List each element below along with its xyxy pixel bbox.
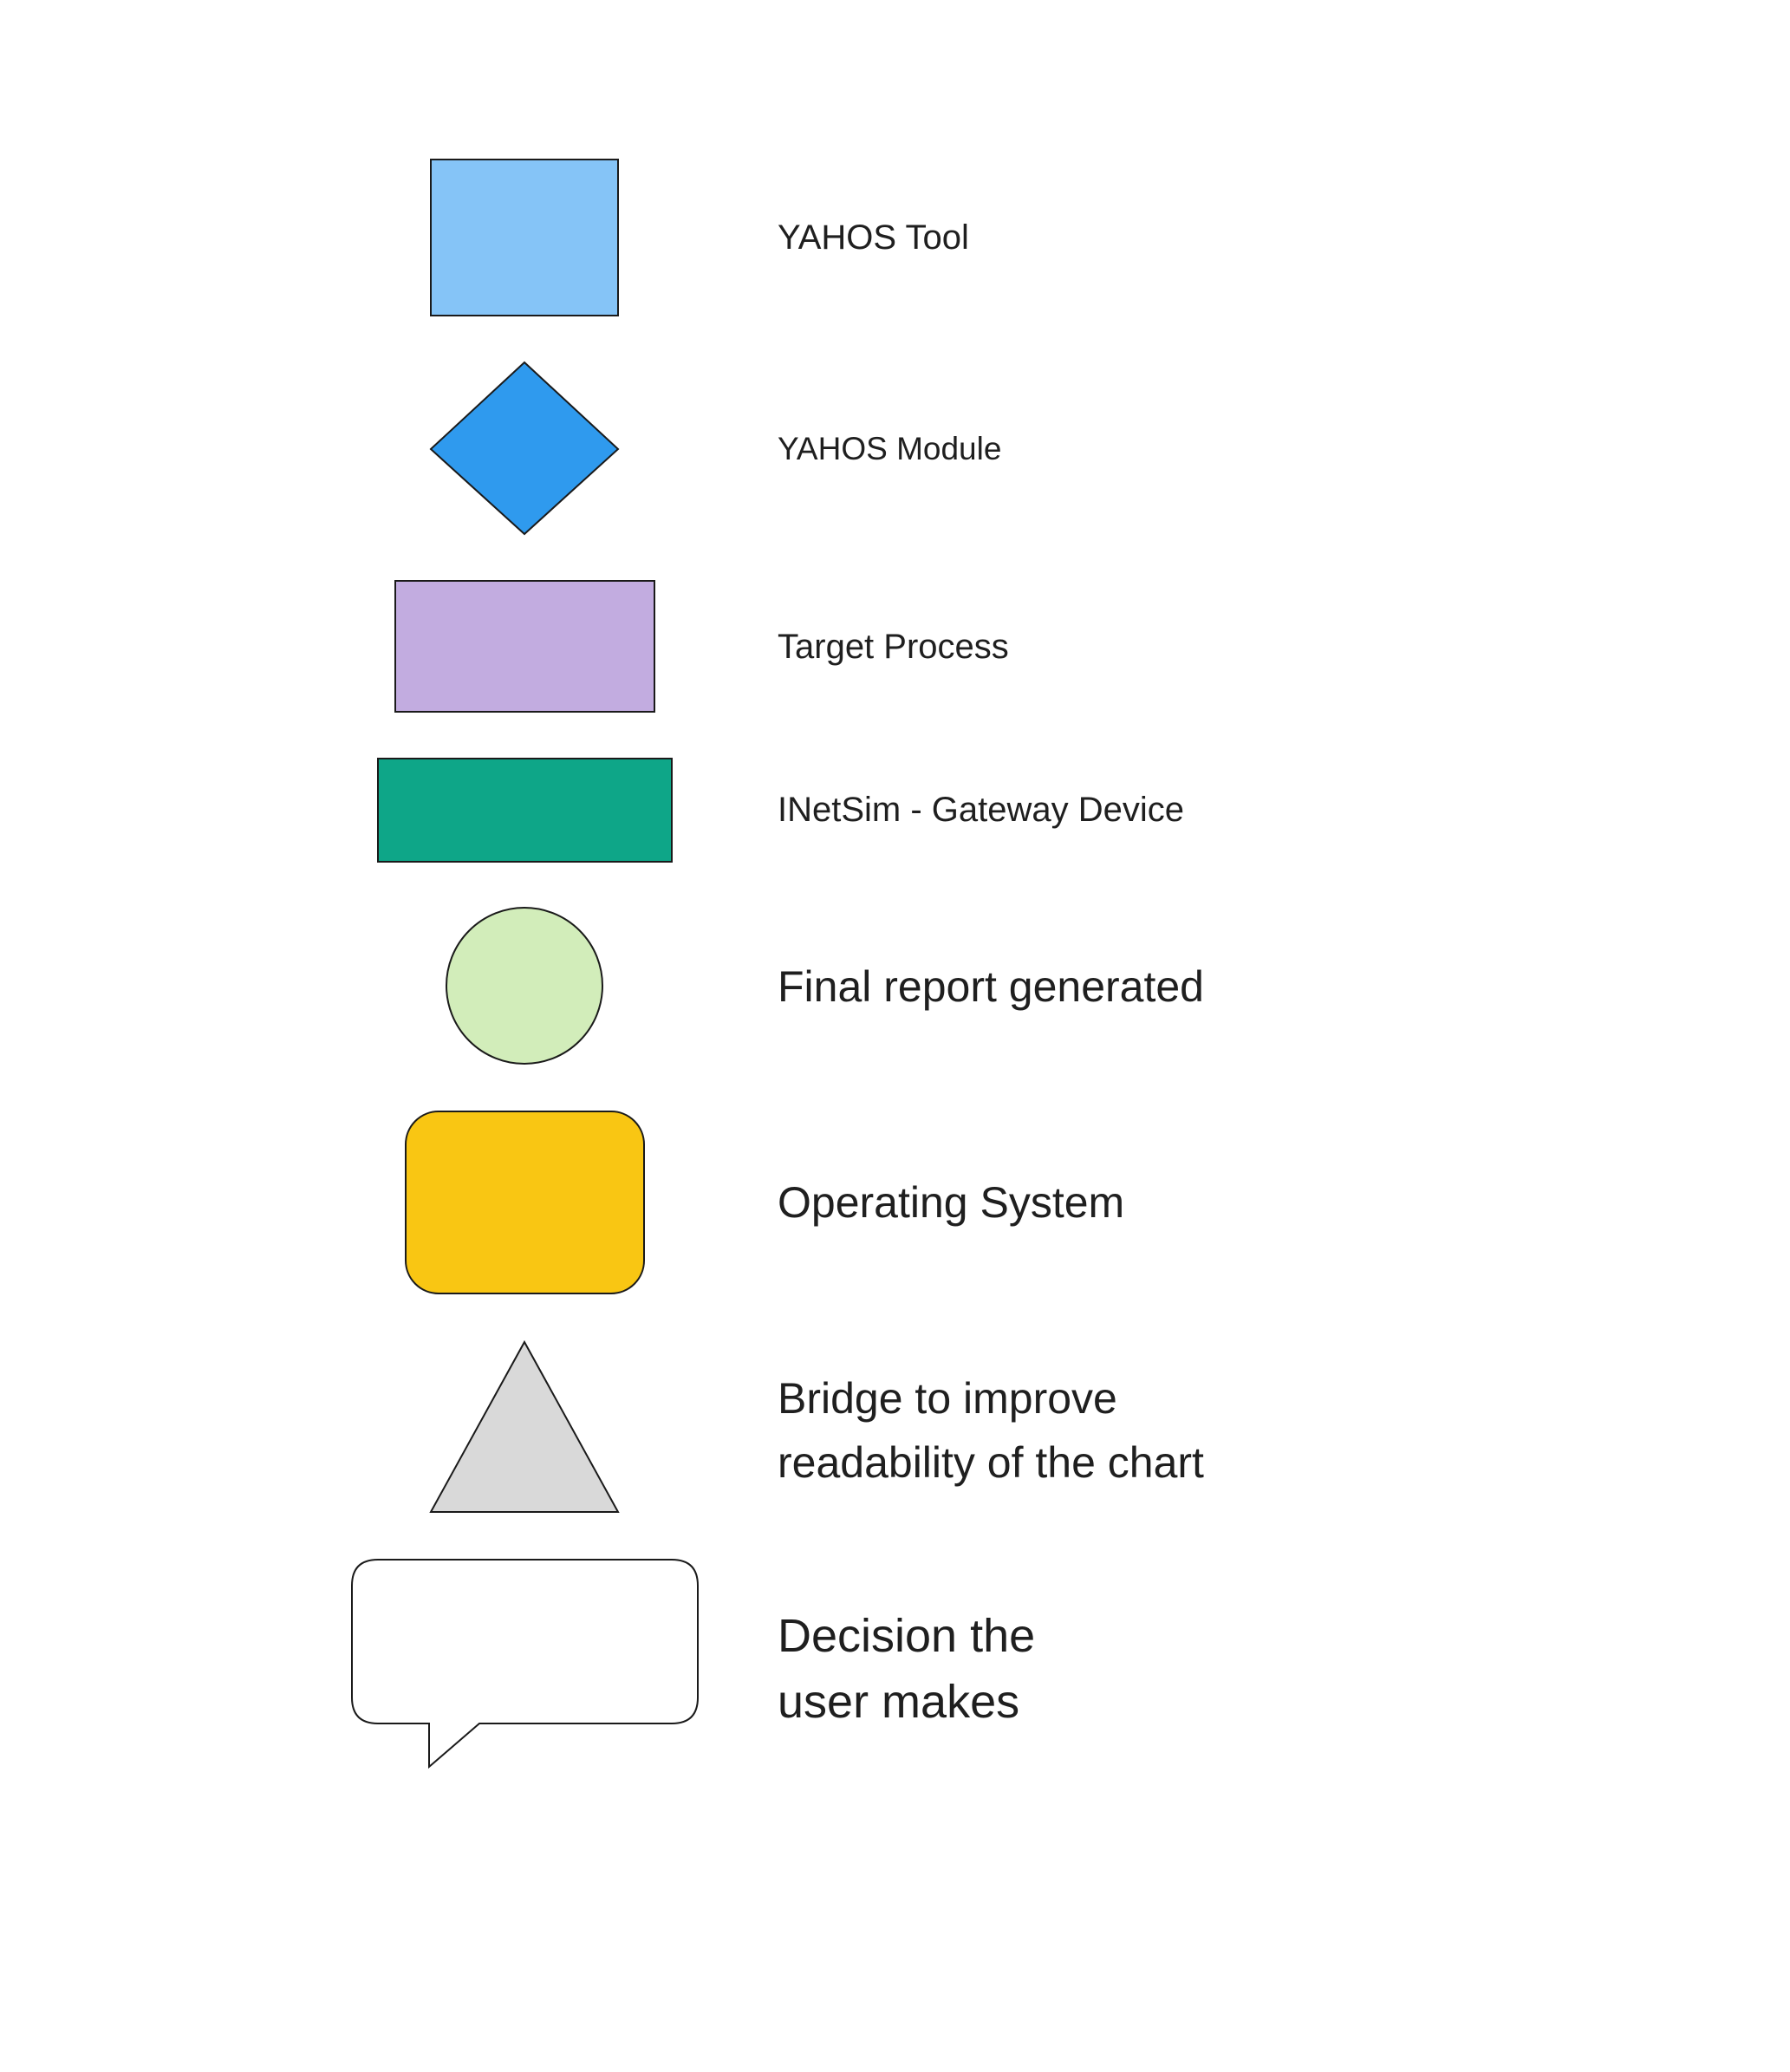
yahos-module-label: YAHOS Module: [778, 428, 1001, 470]
target-process-label: Target Process: [778, 624, 1009, 669]
user-decision-label-line-1: Decision the: [778, 1610, 1036, 1662]
final-report-circle-shape: [446, 907, 603, 1065]
user-decision-label: Decision the user makes: [778, 1603, 1035, 1735]
inetsim-gateway-rectangle-shape: [377, 758, 673, 863]
inetsim-gateway-label-line: INetSim - Gateway Device: [778, 791, 1185, 829]
operating-system-label-line: Operating System: [778, 1178, 1125, 1227]
final-report-label-line: Final report generated: [778, 962, 1204, 1011]
target-process-label-line: Target Process: [778, 628, 1009, 666]
yahos-module-label-line: YAHOS Module: [778, 431, 1002, 466]
bridge-label-line-2: readability of the chart: [778, 1438, 1204, 1487]
bridge-label-line-1: Bridge to improve: [778, 1374, 1117, 1423]
bridge-label: Bridge to improve readability of the cha…: [778, 1366, 1204, 1495]
user-decision-speech-bubble-shape: [351, 1559, 699, 1769]
user-decision-label-line-2: user makes: [778, 1676, 1020, 1728]
final-report-label: Final report generated: [778, 959, 1204, 1015]
yahos-module-diamond-shape: [429, 361, 620, 536]
operating-system-label: Operating System: [778, 1175, 1124, 1231]
yahos-tool-rectangle-shape: [430, 159, 619, 316]
yahos-tool-label: YAHOS Tool: [778, 215, 969, 260]
bridge-triangle-shape: [429, 1339, 620, 1513]
yahos-tool-label-line: YAHOS Tool: [778, 218, 969, 257]
operating-system-rounded-rectangle-shape: [405, 1111, 645, 1294]
inetsim-gateway-label: INetSim - Gateway Device: [778, 787, 1184, 832]
target-process-rectangle-shape: [394, 580, 655, 713]
